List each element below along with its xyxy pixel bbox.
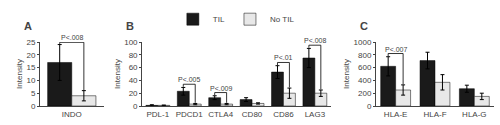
svg-text:P<.008: P<.008 xyxy=(304,37,326,44)
svg-text:P<.01: P<.01 xyxy=(274,54,293,61)
svg-text:0: 0 xyxy=(367,102,372,111)
svg-text:0: 0 xyxy=(133,102,138,111)
svg-text:CD80: CD80 xyxy=(242,110,263,119)
svg-text:P<.008: P<.008 xyxy=(61,34,83,41)
svg-text:Intensity: Intensity xyxy=(113,59,122,89)
svg-text:No TIL: No TIL xyxy=(270,15,294,24)
svg-text:0: 0 xyxy=(31,102,36,111)
svg-text:CTLA4: CTLA4 xyxy=(208,110,233,119)
svg-text:80: 80 xyxy=(129,51,138,60)
svg-text:B: B xyxy=(126,20,134,32)
svg-text:20: 20 xyxy=(26,51,35,60)
svg-text:PDCD1: PDCD1 xyxy=(176,110,204,119)
svg-text:20: 20 xyxy=(129,89,138,98)
svg-text:400: 400 xyxy=(358,76,372,85)
svg-text:A: A xyxy=(24,20,32,32)
svg-text:25: 25 xyxy=(26,38,35,47)
svg-text:Intensity: Intensity xyxy=(342,59,351,89)
svg-text:P<.005: P<.005 xyxy=(178,76,200,83)
svg-text:HLA-F: HLA-F xyxy=(423,110,446,119)
svg-text:PDL-1: PDL-1 xyxy=(147,110,170,119)
svg-text:100: 100 xyxy=(124,38,138,47)
svg-text:CD86: CD86 xyxy=(273,110,294,119)
svg-text:5: 5 xyxy=(31,89,36,98)
svg-text:HLA-G: HLA-G xyxy=(462,110,486,119)
svg-text:P<.009: P<.009 xyxy=(210,85,232,92)
svg-text:HLA-E: HLA-E xyxy=(384,110,408,119)
svg-text:600: 600 xyxy=(358,63,372,72)
svg-text:15: 15 xyxy=(26,63,35,72)
svg-text:C: C xyxy=(360,20,368,32)
svg-text:10: 10 xyxy=(26,76,35,85)
svg-text:P<.007: P<.007 xyxy=(385,46,407,53)
svg-text:LAG3: LAG3 xyxy=(305,110,326,119)
svg-text:Intensity: Intensity xyxy=(15,59,24,89)
svg-text:1000: 1000 xyxy=(354,38,372,47)
svg-text:200: 200 xyxy=(358,89,372,98)
svg-text:800: 800 xyxy=(358,51,372,60)
svg-text:TIL: TIL xyxy=(213,15,225,24)
svg-text:40: 40 xyxy=(129,76,138,85)
svg-text:INDO: INDO xyxy=(62,110,82,119)
svg-text:60: 60 xyxy=(129,63,138,72)
